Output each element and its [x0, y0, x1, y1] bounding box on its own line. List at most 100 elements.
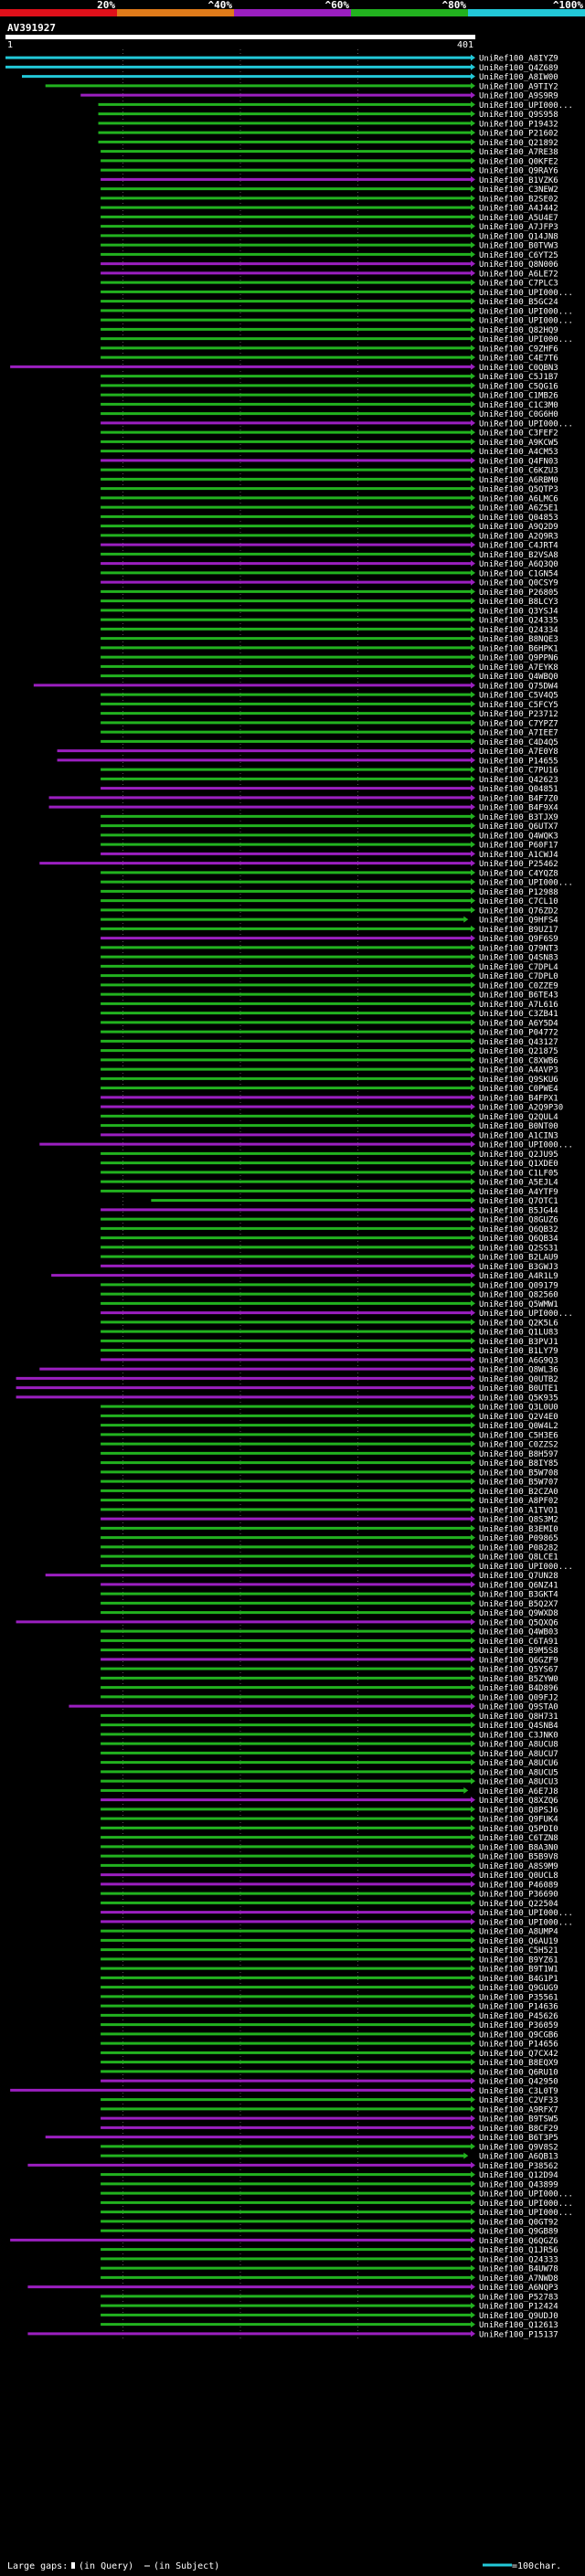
hit-arrow [471, 2218, 475, 2225]
hit-label: UniRef100_A4R1L9 [479, 1272, 558, 1281]
hit-label: UniRef100_Q6QB32 [479, 1225, 558, 1235]
hit-arrow [471, 1160, 475, 1167]
hit-row: UniRef100_A8S9M9 [101, 1861, 558, 1871]
hit-row: UniRef100_B1VZK6 [101, 175, 558, 186]
hit-arrow [471, 944, 475, 951]
hit-row: UniRef100_B3TJX9 [101, 812, 558, 822]
hit-label: UniRef100_A6Z5E1 [479, 504, 558, 514]
hit-row: UniRef100_A4R1L9 [51, 1272, 558, 1281]
hit-row: UniRef100_A8UCU7 [101, 1749, 558, 1759]
hit-label: UniRef100_C1GN54 [479, 569, 558, 578]
hit-arrow [471, 1206, 475, 1214]
hit-label: UniRef100_P09865 [479, 1534, 558, 1543]
hit-arrow [471, 63, 475, 70]
hit-arrow [471, 1337, 475, 1344]
hit-label: UniRef100_UPI000... [479, 2190, 573, 2200]
hit-arrow [471, 2161, 475, 2168]
hit-row: UniRef100_A8UCU5 [101, 1768, 558, 1777]
hit-arrow [471, 673, 475, 680]
hit-label: UniRef100_Q21892 [479, 139, 558, 148]
hit-row: UniRef100_Q6QB34 [101, 1235, 558, 1244]
hit-arrow [471, 1777, 475, 1785]
hit-row: UniRef100_Q7OTC1 [151, 1197, 558, 1206]
hit-label: UniRef100_P14655 [479, 757, 558, 766]
hit-label: UniRef100_Q9WXD8 [479, 1609, 558, 1618]
hit-arrow [471, 2180, 475, 2188]
hit-row: UniRef100_Q12D94 [101, 2171, 558, 2180]
hit-label: UniRef100_A9TIY2 [479, 82, 558, 91]
hit-row: UniRef100_A9RFX7 [101, 2105, 558, 2115]
hit-row: UniRef100_C5FCY5 [101, 700, 558, 710]
hit-label: UniRef100_Q2K5L6 [479, 1319, 558, 1328]
query-id: AV391927 [7, 22, 56, 34]
hit-row: UniRef100_Q2K5L6 [101, 1319, 558, 1328]
hit-row: UniRef100_P36059 [101, 2021, 558, 2030]
hit-row: UniRef100_B3EMI0 [101, 1524, 558, 1534]
hit-label: UniRef100_B8IY85 [479, 1459, 558, 1468]
hit-label: UniRef100_Q2JU95 [479, 1150, 558, 1160]
hit-label: UniRef100_Q6GZF9 [479, 1656, 558, 1665]
hit-row: UniRef100_B0UTE1 [16, 1384, 558, 1394]
hit-row: UniRef100_Q42623 [101, 775, 558, 785]
hit-label: UniRef100_Q7CX42 [479, 2050, 558, 2059]
hit-label: UniRef100_Q4WB03 [479, 1628, 558, 1638]
hit-arrow [471, 345, 475, 352]
hit-arrow [471, 157, 475, 164]
hit-label: UniRef100_UPI000... [479, 2200, 573, 2209]
hit-row: UniRef100_P14636 [101, 2002, 558, 2012]
hit-arrow [471, 1515, 475, 1522]
hit-arrow [471, 166, 475, 174]
hit-arrow [471, 1215, 475, 1223]
hit-row: UniRef100_B4G1P1 [101, 1974, 558, 1984]
hit-arrow [471, 663, 475, 670]
hit-label: UniRef100_P52783 [479, 2293, 558, 2302]
hit-row: UniRef100_C7PLC3 [101, 279, 558, 289]
hit-arrow [471, 1262, 475, 1269]
identity-tick-label: 20% [97, 0, 115, 11]
hit-arrow [471, 569, 475, 577]
hit-arrow [471, 766, 475, 773]
hit-label: UniRef100_A7E0Y8 [479, 747, 558, 757]
hit-arrow [471, 1572, 475, 1579]
hit-label: UniRef100_C7YPZ7 [479, 719, 558, 728]
hit-arrow [471, 1984, 475, 1991]
hit-arrow [471, 1534, 475, 1542]
hit-arrow [471, 204, 475, 211]
hit-arrow [471, 1497, 475, 1504]
hit-row: UniRef100_P04772 [101, 1028, 558, 1038]
hit-row: UniRef100_Q8S3M2 [101, 1515, 558, 1525]
hit-label: UniRef100_Q24333 [479, 2255, 558, 2264]
hit-arrow [471, 129, 475, 136]
hit-label: UniRef100_Q9S958 [479, 111, 558, 120]
hit-label: UniRef100_A6G9Q3 [479, 1356, 558, 1365]
hit-label: UniRef100_C5J1B7 [479, 373, 558, 382]
hit-arrow [471, 1431, 475, 1438]
hit-arrow [471, 2321, 475, 2328]
hit-label: UniRef100_B8A3N0 [479, 1843, 558, 1852]
hit-row: UniRef100_A1TVO1 [101, 1506, 558, 1515]
hit-label: UniRef100_C0QBN3 [479, 364, 558, 373]
hit-label: UniRef100_C4YQZ8 [479, 869, 558, 878]
hit-row: UniRef100_C6KZU3 [101, 466, 558, 476]
hit-label: UniRef100_C0G6H0 [479, 410, 558, 419]
hit-label: UniRef100_Q8PSJ6 [479, 1806, 558, 1815]
hit-arrow [471, 2030, 475, 2038]
hit-label: UniRef100_B5ZYW0 [479, 1675, 558, 1684]
hit-row: UniRef100_Q9UDJ0 [101, 2311, 558, 2321]
hit-arrow [471, 962, 475, 970]
hit-arrow [471, 438, 475, 445]
hit-arrow [471, 1290, 475, 1298]
hit-arrow [471, 120, 475, 127]
hit-row: UniRef100_Q2JU95 [101, 1150, 558, 1160]
chart-legend: Large gaps: (in Query) (in Subject) =100cha… [7, 2561, 561, 2571]
hit-row: UniRef100_Q0CSY9 [101, 578, 558, 588]
hit-row: UniRef100_UPI000... [101, 2199, 573, 2209]
hit-label: UniRef100_Q7OTC1 [479, 1197, 558, 1206]
hit-row: UniRef100_C5V4Q5 [101, 691, 558, 701]
hit-row: UniRef100_P09865 [101, 1534, 558, 1543]
hit-label: UniRef100_Q7UN28 [479, 1572, 558, 1581]
hit-label: UniRef100_Q4Z689 [479, 64, 558, 73]
hit-label: UniRef100_Q9GB89 [479, 2228, 558, 2237]
hit-arrow [471, 653, 475, 661]
hit-arrow [471, 850, 475, 857]
